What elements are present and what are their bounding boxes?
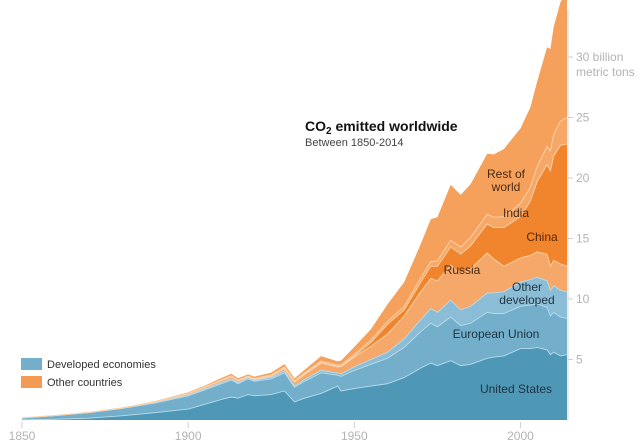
x-tick-label: 1950: [341, 429, 368, 443]
chart-title-subscript: 2: [326, 126, 332, 137]
legend-label-other: Other countries: [47, 377, 123, 389]
boundary-line-european-union: [21, 303, 568, 419]
chart-subtitle: Between 1850-2014: [305, 137, 403, 149]
y-tick-label: 10: [576, 292, 590, 306]
chart-title-block: CO2 emitted worldwide Between 1850-2014: [305, 118, 458, 149]
chart-title-co: CO: [305, 118, 326, 134]
chart-title: CO2 emitted worldwide: [305, 118, 458, 137]
label-india: India: [503, 206, 529, 220]
label-china: China: [526, 230, 558, 244]
boundary-line-india: [21, 117, 568, 419]
legend: Developed economies Other countries: [21, 358, 156, 389]
area-russia: [22, 251, 567, 418]
y-axis-ticks: 5 10 15 20 25 30 billion: [568, 50, 623, 367]
x-tick-label: 1900: [175, 429, 202, 443]
label-other-developed: Other developed: [499, 280, 554, 307]
y-tick-label: 20: [576, 171, 590, 185]
label-line: China: [526, 230, 558, 244]
label-line: world: [491, 180, 521, 194]
area-rest-of-world: [22, 0, 567, 418]
area-united-states: [22, 347, 567, 420]
label-line: developed: [499, 293, 554, 307]
label-line: European Union: [453, 327, 540, 341]
area-european-union: [22, 303, 567, 420]
axes: 1850 1900 1950 2000 5 10 15 20 25 30 billion met…: [9, 10, 635, 443]
area-other-developed: [22, 277, 567, 418]
label-european-union: European Union: [453, 327, 540, 341]
label-russia: Russia: [444, 263, 481, 277]
legend-swatch-other: [21, 376, 42, 388]
label-rest-of-world: Rest of world: [487, 167, 526, 194]
label-line: Russia: [444, 263, 481, 277]
y-tick-label: 5: [576, 353, 583, 367]
y-tick-label: 25: [576, 111, 590, 125]
y-axis-unit-label: metric tons: [576, 65, 635, 79]
legend-swatch-developed: [21, 358, 42, 370]
label-line: United States: [480, 382, 552, 396]
x-axis-ticks: 1850 1900 1950 2000: [9, 422, 534, 443]
layer-labels: Rest of world India China Russia Other develop…: [444, 167, 558, 396]
y-tick-label: 15: [576, 232, 590, 246]
label-united-states: United States: [480, 382, 552, 396]
chart-title-rest: emitted worldwide: [332, 118, 458, 134]
y-tick-label: 30 billion: [576, 50, 623, 64]
boundary-line-other-developed: [21, 276, 568, 419]
label-line: Rest of: [487, 167, 526, 181]
area-layers: [21, 0, 568, 421]
label-line: Other: [512, 280, 542, 294]
x-tick-label: 1850: [9, 429, 36, 443]
x-tick-label: 2000: [507, 429, 534, 443]
label-line: India: [503, 206, 529, 220]
boundary-line-united-states: [21, 346, 568, 421]
legend-label-developed: Developed economies: [47, 359, 156, 371]
